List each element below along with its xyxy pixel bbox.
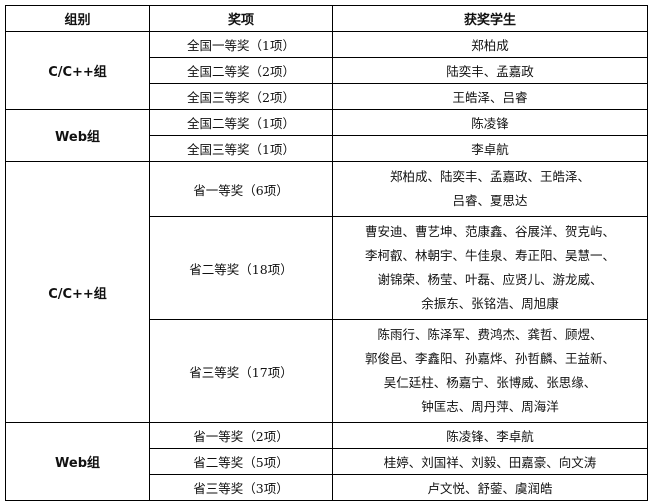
winners-cell: 王皓泽、吕睿 xyxy=(332,83,648,110)
award-cell: 全国三等奖（1项） xyxy=(149,135,333,162)
winners-line: 吕睿、夏思达 xyxy=(452,193,528,208)
award-cell: 省三等奖（17项） xyxy=(149,319,333,423)
award-cell: 全国二等奖（1项） xyxy=(149,109,333,136)
award-cell: 全国三等奖（2项） xyxy=(149,83,333,110)
winners-line: 曹安迪、曹艺坤、范康鑫、谷展洋、贺克屿、 xyxy=(364,224,615,239)
winners-cell: 李卓航 xyxy=(332,135,648,162)
award-cell: 省一等奖（6项） xyxy=(149,161,333,217)
group-cell: Web组 xyxy=(5,422,150,501)
winners-line: 郑柏成 xyxy=(471,38,509,53)
award-cell: 省二等奖（18项） xyxy=(149,216,333,320)
winners-cell: 陈凌锋 xyxy=(332,109,648,136)
table-row: 全国三等奖（1项） 李卓航 xyxy=(6,135,648,162)
winners-cell: 桂婷、刘国祥、刘毅、田嘉豪、向文涛 xyxy=(332,448,648,475)
header-winners: 获奖学生 xyxy=(332,5,648,32)
table-row: Web组 省一等奖（2项） 陈凌锋、李卓航 xyxy=(5,422,648,501)
winners-cell: 郑柏成、陆奕丰、孟嘉政、王皓泽、 吕睿、夏思达 xyxy=(332,161,648,217)
award-cell: 省二等奖（5项） xyxy=(149,448,333,475)
header-award: 奖项 xyxy=(149,5,333,32)
winners-cell: 陈雨行、陈泽军、费鸿杰、龚哲、顾煜、 郭俊邑、李鑫阳、孙嘉烨、孙哲麟、王益新、 吴仁… xyxy=(332,319,648,423)
winners-line: 卢文悦、舒蓥、虞润皓 xyxy=(427,481,553,496)
winners-line: 陈凌锋、李卓航 xyxy=(446,429,534,444)
table-row: C/C++组 全国一等奖（1项） 郑柏成 xyxy=(5,31,648,110)
awards-table: 组别 奖项 获奖学生 C/C++组 全国一等奖（1项） 郑柏成 全国二等奖（2项） 陆奕… xyxy=(5,5,648,501)
header-row: 组别 奖项 获奖学生 xyxy=(5,5,648,32)
winners-line: 陆奕丰、孟嘉政 xyxy=(446,64,534,79)
winners-line: 谢锦荣、杨莹、叶磊、应贤儿、游龙威、 xyxy=(377,272,603,287)
group-cell: C/C++组 xyxy=(5,161,150,423)
winners-line: 李卓航 xyxy=(471,142,509,157)
group-cell: C/C++组 xyxy=(5,31,150,110)
winners-cell: 陈凌锋、李卓航 xyxy=(332,422,648,449)
winners-line: 桂婷、刘国祥、刘毅、田嘉豪、向文涛 xyxy=(383,455,597,470)
header-group: 组别 xyxy=(5,5,150,32)
table-row: 全国三等奖（2项） 王皓泽、吕睿 xyxy=(6,83,648,110)
table-row: 省三等奖（17项） 陈雨行、陈泽军、费鸿杰、龚哲、顾煜、 郭俊邑、李鑫阳、孙嘉烨、孙… xyxy=(6,319,648,423)
winners-line: 郭俊邑、李鑫阳、孙嘉烨、孙哲麟、王益新、 xyxy=(364,351,615,366)
table-row: Web组 全国二等奖（1项） 陈凌锋 xyxy=(5,109,648,162)
award-cell: 全国一等奖（1项） xyxy=(149,31,333,58)
winners-line: 李柯叡、林朝宇、牛佳泉、寿正阳、吴慧一、 xyxy=(364,248,615,263)
winners-line: 钟匡志、周丹萍、周海洋 xyxy=(421,399,559,414)
winners-cell: 曹安迪、曹艺坤、范康鑫、谷展洋、贺克屿、 李柯叡、林朝宇、牛佳泉、寿正阳、吴慧一、… xyxy=(332,216,648,320)
winners-line: 陈雨行、陈泽军、费鸿杰、龚哲、顾煜、 xyxy=(377,327,603,342)
winners-cell: 郑柏成 xyxy=(332,31,648,58)
winners-line: 王皓泽、吕睿 xyxy=(452,90,528,105)
winners-line: 郑柏成、陆奕丰、孟嘉政、王皓泽、 xyxy=(389,169,590,184)
winners-line: 陈凌锋 xyxy=(471,116,509,131)
table-row: 省二等奖（18项） 曹安迪、曹艺坤、范康鑫、谷展洋、贺克屿、 李柯叡、林朝宇、牛佳泉… xyxy=(6,216,648,320)
table-row: C/C++组 省一等奖（6项） 郑柏成、陆奕丰、孟嘉政、王皓泽、 吕睿、夏思达 xyxy=(5,161,648,423)
winners-cell: 陆奕丰、孟嘉政 xyxy=(332,57,648,84)
winners-line: 吴仁廷柱、杨嘉宁、张博威、张思缘、 xyxy=(383,375,597,390)
group-cell: Web组 xyxy=(5,109,150,162)
winners-line: 余振东、张铭浩、周旭康 xyxy=(421,296,559,311)
award-cell: 省一等奖（2项） xyxy=(149,422,333,449)
table-row: 全国二等奖（2项） 陆奕丰、孟嘉政 xyxy=(6,57,648,84)
award-cell: 全国二等奖（2项） xyxy=(149,57,333,84)
